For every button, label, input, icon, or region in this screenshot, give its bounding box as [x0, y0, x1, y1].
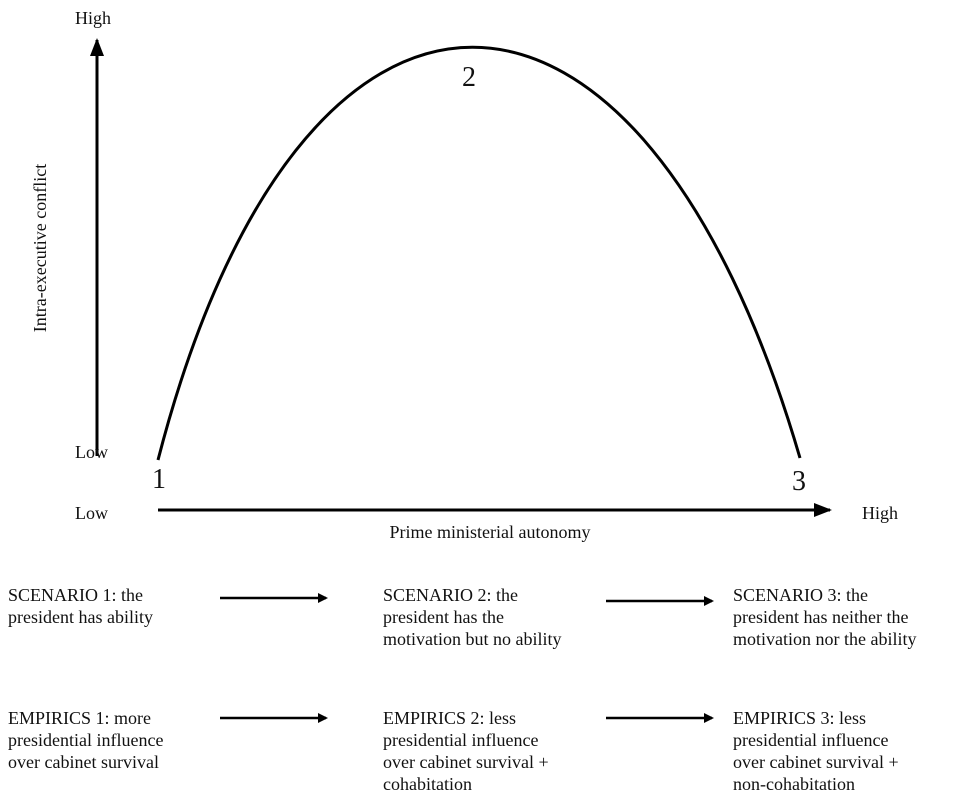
scenario-text: SCENARIO 3: the — [733, 585, 868, 605]
empirics-text: presidential influence — [383, 730, 538, 750]
x-low: Low — [75, 503, 108, 523]
scenario-text: president has the — [383, 607, 504, 627]
empirics-text: over cabinet survival + — [383, 752, 549, 772]
flow-arrows — [220, 593, 714, 723]
empirics-text: EMPIRICS 1: more — [8, 708, 151, 728]
empirics-text: cohabitation — [383, 774, 472, 794]
scenario-text: motivation nor the ability — [733, 629, 916, 649]
scenario-text: president has ability — [8, 607, 153, 627]
y-low: Low — [75, 442, 108, 462]
empirics-text: EMPIRICS 2: less — [383, 708, 516, 728]
empirics-text: over cabinet survival + — [733, 752, 899, 772]
scenario-text: president has neither the — [733, 607, 908, 627]
empirics-text: presidential influence — [8, 730, 163, 750]
x-label: Prime ministerial autonomy — [390, 522, 591, 542]
point-label: 3 — [792, 466, 806, 497]
scenario-text: motivation but no ability — [383, 629, 562, 649]
y-high: High — [75, 8, 111, 28]
empirics-text: non-cohabitation — [733, 774, 855, 794]
curve — [156, 46, 802, 461]
empirics-text: over cabinet survival — [8, 752, 159, 772]
scenario-text: SCENARIO 1: the — [8, 585, 143, 605]
point-label: 2 — [462, 62, 476, 93]
empirics-text: presidential influence — [733, 730, 888, 750]
empirics-text: EMPIRICS 3: less — [733, 708, 866, 728]
x-high: High — [862, 503, 898, 523]
y-label: Intra-executive conflict — [30, 164, 50, 332]
point-label: 1 — [152, 464, 166, 495]
scenario-text: SCENARIO 2: the — [383, 585, 518, 605]
